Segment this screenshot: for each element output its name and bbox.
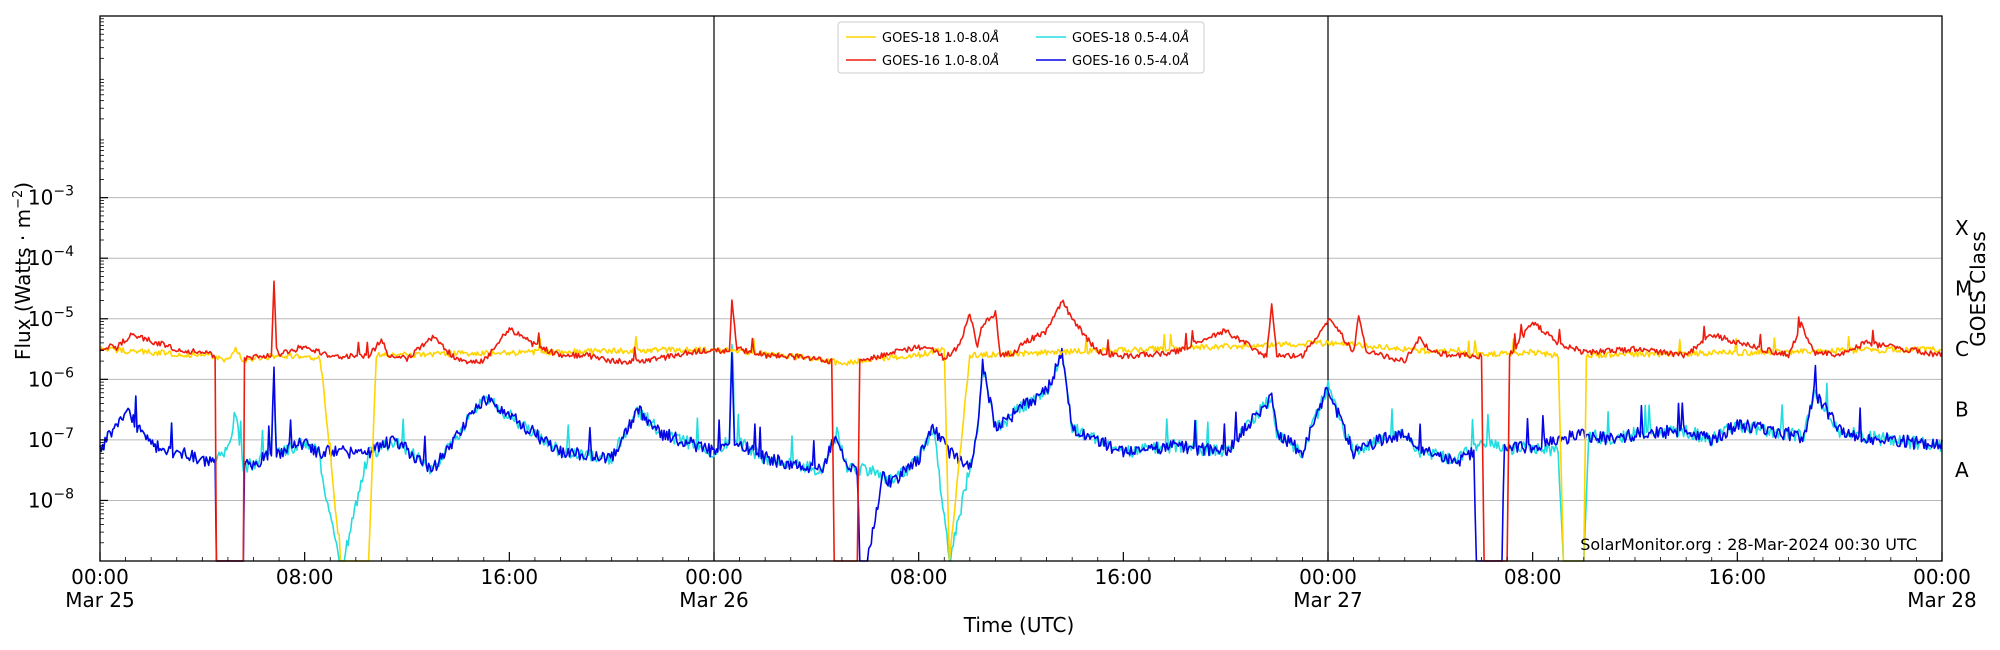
series-line xyxy=(99,333,1943,562)
plot-series xyxy=(99,280,1943,562)
x-tick-time: 16:00 xyxy=(1095,565,1153,589)
legend: GOES-18 1.0-8.0Å GOES-18 0.5-4.0Å GOES-16 … xyxy=(837,21,1205,74)
x-tick-date: Mar 28 xyxy=(1907,588,1977,612)
y-tick-label: 10−3 xyxy=(28,184,74,210)
x-tick-time: 16:00 xyxy=(1709,565,1767,589)
x-tick-time: 16:00 xyxy=(481,565,539,589)
y-axis-ticks: 10−8 10−7 10−6 10−5 10−4 10−3 xyxy=(28,18,108,544)
y-axis-label: Flux (Watts · m−2) xyxy=(11,182,35,360)
grid-lines xyxy=(100,197,1942,501)
goes-class-label: C xyxy=(1955,337,1969,361)
series-line xyxy=(99,343,1943,562)
x-tick-time: 08:00 xyxy=(1504,565,1562,589)
angstrom-unit: Å xyxy=(989,53,999,69)
x-tick-time: 00:00 xyxy=(71,565,129,589)
legend-label: GOES-18 1.0-8.0Å xyxy=(882,30,999,46)
plot-frame xyxy=(99,15,1943,562)
x-tick-time: 08:00 xyxy=(276,565,334,589)
y-tick-label: 10−7 xyxy=(28,426,74,452)
x-tick-time: 08:00 xyxy=(890,565,948,589)
angstrom-unit: Å xyxy=(1179,30,1189,46)
credit-text: SolarMonitor.org : 28-Mar-2024 00:30 UTC xyxy=(1580,535,1917,554)
legend-label: GOES-16 0.5-4.0Å xyxy=(1072,53,1189,69)
goes-class-label: X xyxy=(1955,216,1969,240)
goes-class-label: A xyxy=(1955,458,1969,482)
goes-class-axis-label: GOES Class xyxy=(1966,231,1990,347)
x-axis-label: Time (UTC) xyxy=(963,613,1075,637)
legend-label: GOES-18 0.5-4.0Å xyxy=(1072,30,1189,46)
goes-class-label: B xyxy=(1955,398,1969,422)
x-tick-date: Mar 25 xyxy=(65,588,135,612)
x-tick-date: Mar 26 xyxy=(679,588,749,612)
legend-box xyxy=(837,21,1205,74)
angstrom-unit: Å xyxy=(989,30,999,46)
series-line xyxy=(99,347,1943,562)
y-tick-label: 10−5 xyxy=(28,305,74,331)
y-tick-label: 10−8 xyxy=(28,486,74,512)
x-tick-time: 00:00 xyxy=(685,565,743,589)
series-line xyxy=(99,280,1943,562)
goes-class-labels: X M C B A xyxy=(1955,216,1972,482)
x-tick-date: Mar 27 xyxy=(1293,588,1363,612)
legend-label: GOES-16 1.0-8.0Å xyxy=(882,53,999,69)
day-dividers xyxy=(713,16,1329,561)
goes-class-label: M xyxy=(1955,277,1972,301)
x-tick-time: 00:00 xyxy=(1299,565,1357,589)
y-tick-label: 10−6 xyxy=(28,365,74,391)
angstrom-unit: Å xyxy=(1179,53,1189,69)
x-tick-time: 00:00 xyxy=(1913,565,1971,589)
y-tick-label: 10−4 xyxy=(28,244,74,270)
